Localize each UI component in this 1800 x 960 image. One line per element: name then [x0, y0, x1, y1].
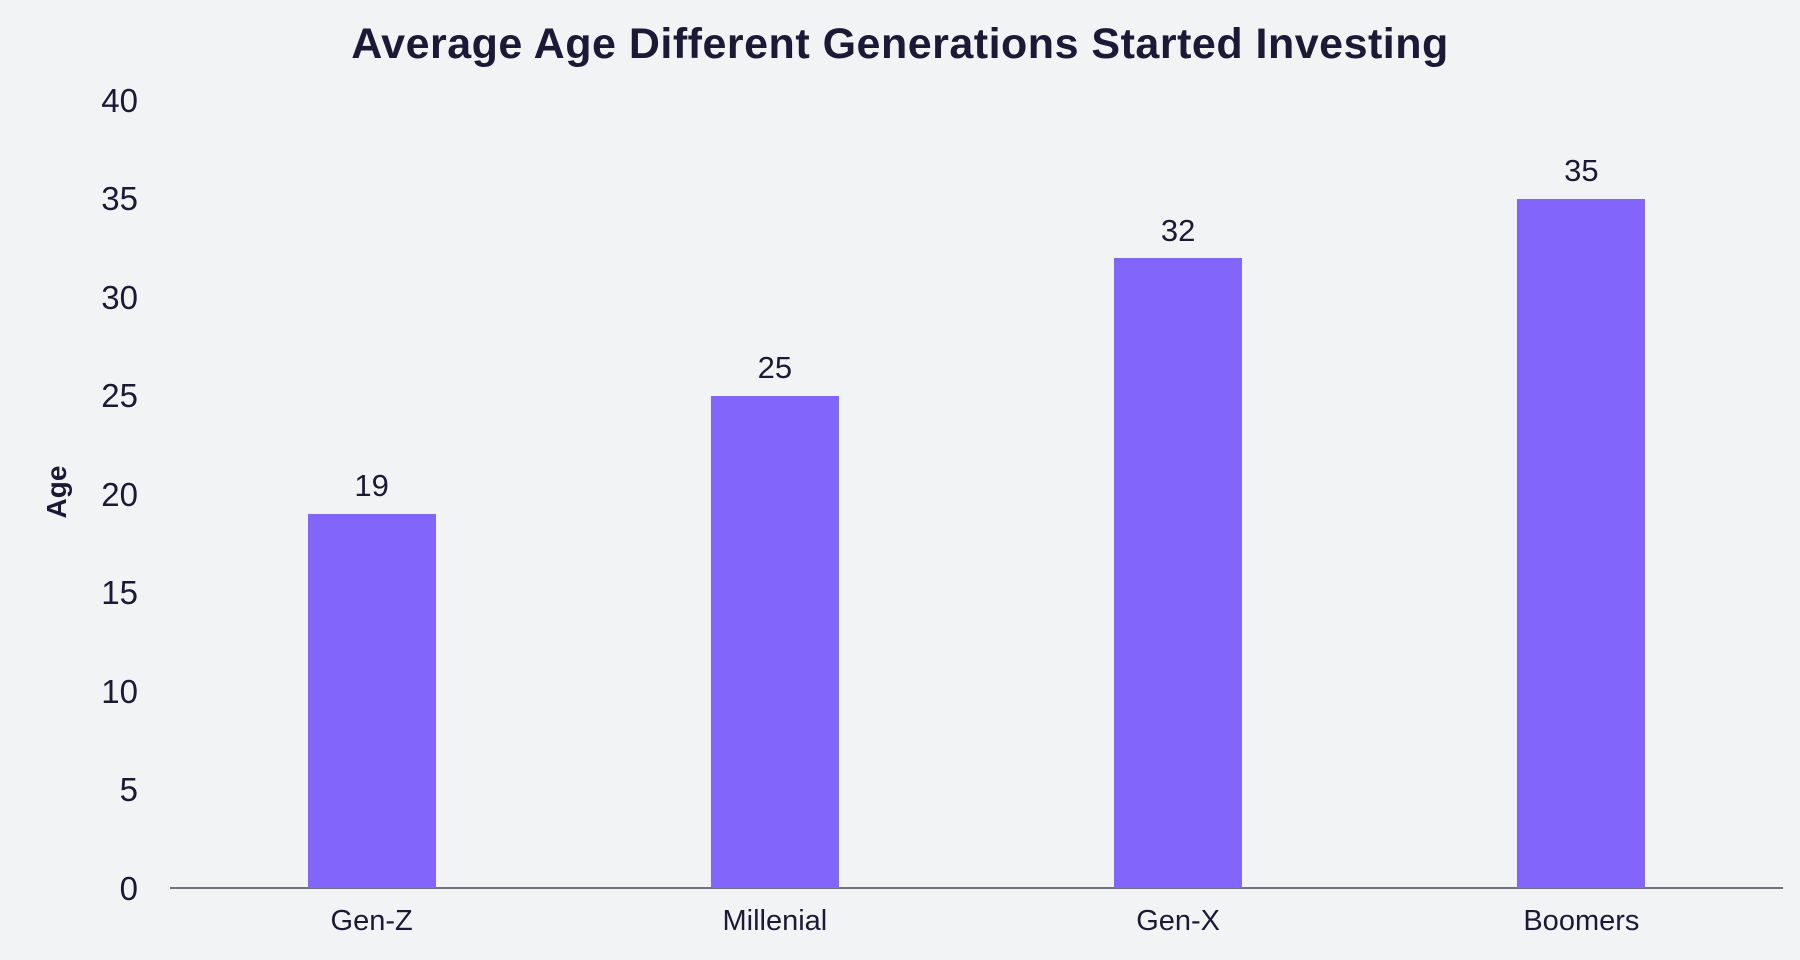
y-tick-label: 5	[119, 771, 138, 809]
bar	[1114, 258, 1243, 888]
y-tick-label: 30	[101, 278, 138, 316]
x-tick-label: Millenial	[722, 905, 828, 937]
y-tick-label: 20	[101, 475, 138, 513]
bar-value-label: 35	[1564, 153, 1599, 189]
bar-value-label: 19	[354, 468, 389, 504]
y-tick-label: 40	[101, 82, 138, 119]
bar-value-label: 25	[757, 350, 793, 386]
y-tick-label: 15	[101, 574, 138, 612]
x-tick-label: Gen-Z	[330, 905, 413, 937]
bar	[1517, 198, 1646, 888]
y-tick-label: 25	[101, 377, 138, 415]
x-tick-label: Gen-X	[1136, 905, 1221, 937]
bar	[710, 395, 839, 888]
x-tick-label: Boomers	[1523, 905, 1640, 937]
y-tick-label: 0	[119, 869, 138, 907]
chart-title: Average Age Different Generations Starte…	[351, 20, 1449, 68]
bar-value-label: 32	[1160, 212, 1196, 248]
y-tick-label: 35	[101, 180, 138, 218]
y-tick-label: 10	[101, 672, 138, 710]
x-axis-line	[170, 887, 1783, 889]
bar	[307, 513, 436, 888]
